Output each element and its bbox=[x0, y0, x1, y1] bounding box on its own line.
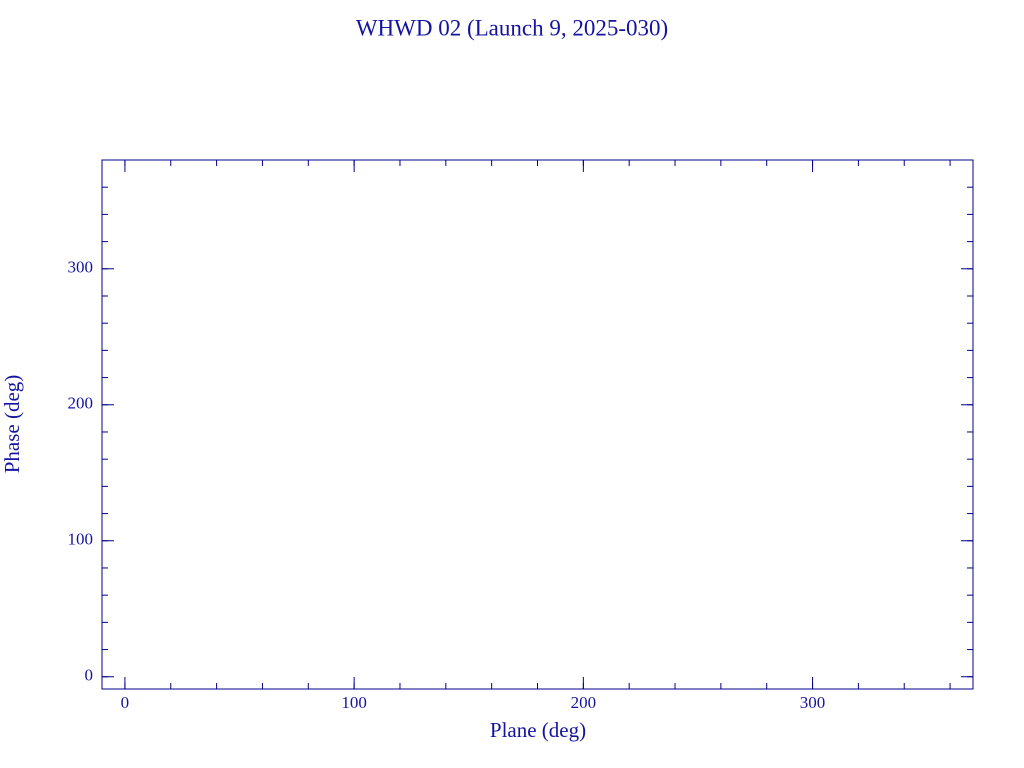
y-axis-label: Phase (deg) bbox=[0, 375, 24, 474]
x-tick-label: 300 bbox=[800, 693, 826, 712]
x-tick-label: 200 bbox=[571, 693, 597, 712]
y-tick-label: 100 bbox=[68, 530, 94, 549]
plot-frame bbox=[101, 159, 974, 690]
y-tick-label: 0 bbox=[85, 666, 94, 685]
x-tick-label: 100 bbox=[341, 693, 367, 712]
x-axis-label: Plane (deg) bbox=[490, 718, 586, 742]
x-tick-label: 0 bbox=[121, 693, 130, 712]
y-tick-label: 200 bbox=[68, 394, 94, 413]
chart-title: WHWD 02 (Launch 9, 2025-030) bbox=[356, 15, 668, 40]
y-tick-label: 300 bbox=[68, 258, 94, 277]
